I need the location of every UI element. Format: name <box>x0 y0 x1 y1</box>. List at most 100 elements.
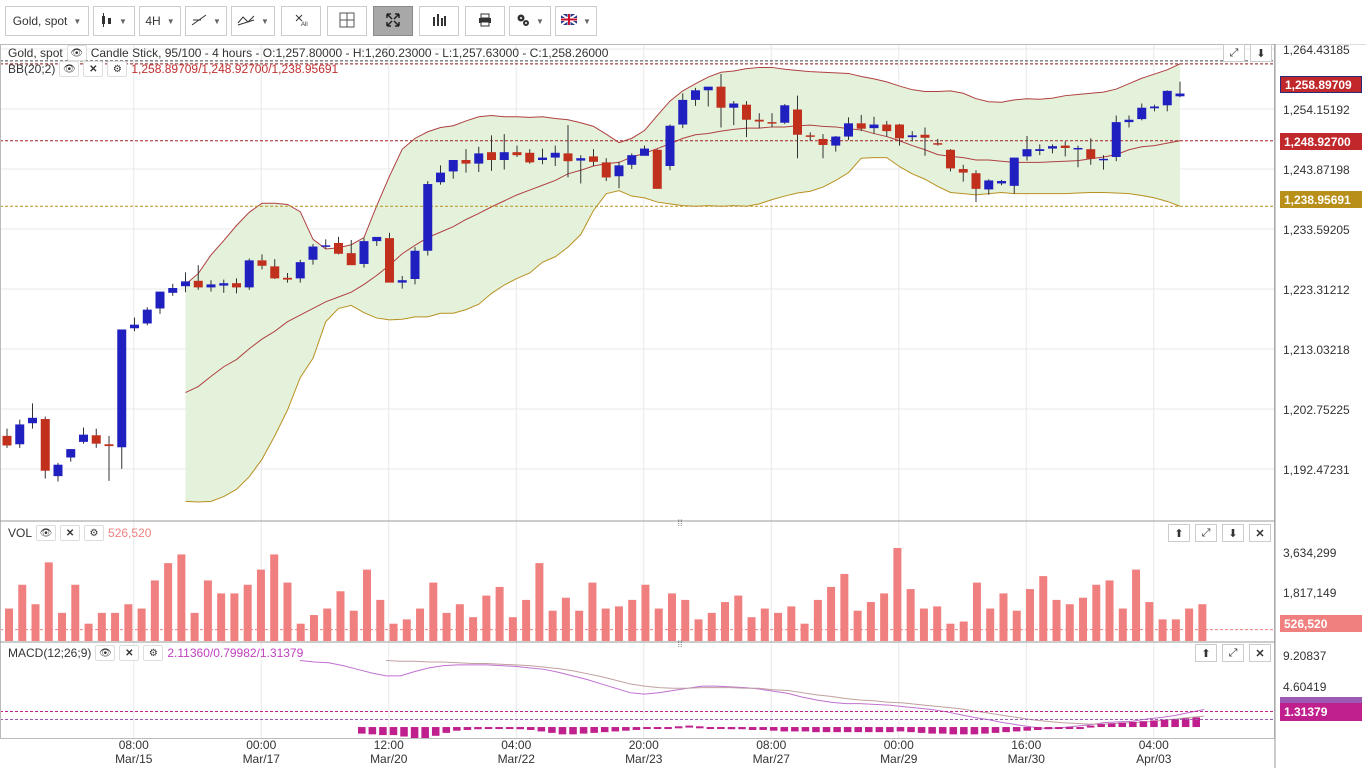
candle-body <box>397 280 407 283</box>
chevron-down-icon: ▼ <box>213 16 221 26</box>
close-icon[interactable]: ✕ <box>1249 524 1271 542</box>
fullscreen-button[interactable] <box>373 6 413 36</box>
move-down-icon[interactable]: ⬇ <box>1222 524 1244 542</box>
macd-histogram-bar <box>410 727 419 738</box>
candlestick-series <box>2 74 1185 482</box>
volume-bar <box>270 554 279 641</box>
candle-body <box>716 86 726 108</box>
volume-bar <box>111 612 120 641</box>
gear-icon[interactable]: ⚙ <box>143 645 164 661</box>
chevron-down-icon: ▼ <box>261 16 269 26</box>
close-icon[interactable]: ✕ <box>119 645 140 661</box>
eye-icon[interactable]: 👁 <box>59 61 80 77</box>
candle-body <box>270 266 280 279</box>
macd-histogram-bar <box>822 727 831 733</box>
macd-histogram-bar <box>706 727 715 730</box>
volume-bar <box>548 610 557 641</box>
candle-body <box>448 159 458 172</box>
clear-drawings-button[interactable]: All <box>281 6 321 36</box>
macd-histogram-bar <box>421 727 429 738</box>
bollinger-bands <box>0 60 1275 503</box>
candle-body <box>66 449 76 458</box>
indicators-button[interactable]: ▼ <box>231 6 275 36</box>
macd-histogram-bar <box>664 727 672 730</box>
candle-body <box>295 262 305 279</box>
expand-icon[interactable]: ⤢ <box>1195 524 1217 542</box>
volume-bar <box>164 563 173 641</box>
time-tick-date: Mar/17 <box>242 752 280 766</box>
candle-body <box>142 309 152 324</box>
volume-bar <box>959 621 968 641</box>
fullscreen-icon <box>386 12 400 30</box>
draw-tool-button[interactable]: ▼ <box>185 6 227 36</box>
volume-bar <box>893 547 902 641</box>
candle-body <box>601 162 611 178</box>
macd-histogram-bar <box>516 727 524 730</box>
candle-body <box>1111 122 1121 157</box>
candle-body <box>193 280 203 288</box>
macd-tick: 4.60419 <box>1283 680 1327 694</box>
close-icon[interactable]: ✕ <box>1249 644 1271 662</box>
candle-body <box>461 159 471 164</box>
macd-histogram-bar <box>696 726 704 729</box>
macd-histogram-bar <box>484 727 493 730</box>
candle-body <box>576 158 586 161</box>
candle-body <box>754 119 764 122</box>
bar-chart-button[interactable] <box>419 6 459 36</box>
candle-body <box>805 135 815 137</box>
candle-body <box>933 143 943 145</box>
macd-histogram-bar <box>611 727 620 732</box>
eye-icon[interactable]: 👁 <box>66 45 87 61</box>
macd-histogram-bar <box>505 727 514 730</box>
gear-icon[interactable]: ⚙ <box>107 61 128 77</box>
candle-body <box>219 283 229 286</box>
time-tick-hour: 12:00 <box>373 738 404 752</box>
candle-body <box>79 434 88 442</box>
volume-bar <box>840 573 849 641</box>
candle-body <box>1035 149 1045 151</box>
time-tick: 04:00 Apr/03 <box>1124 738 1184 766</box>
print-button[interactable] <box>465 6 505 36</box>
candle-body <box>895 124 904 139</box>
macd-tick: 9.20837 <box>1283 649 1327 663</box>
macd-histogram-bar <box>474 727 482 730</box>
volume-series <box>0 547 1275 641</box>
macd-histogram-bar <box>875 727 884 733</box>
candle-body <box>1009 157 1019 186</box>
eye-icon[interactable]: 👁 <box>95 645 116 661</box>
macd-histogram-bar <box>759 727 767 730</box>
volume-bar <box>774 612 783 641</box>
volume-bar <box>787 606 796 641</box>
candle-body <box>627 155 637 165</box>
macd-header: MACD(12;26;9) 👁 ✕ ⚙ 2.11360/0.79982/1.31… <box>8 645 303 661</box>
candle-body <box>206 284 216 288</box>
bb-header: BB(20;2) 👁 ✕ ⚙ 1,258.89709/1,248.92700/1… <box>8 61 338 77</box>
expand-icon[interactable]: ⤢ <box>1222 644 1244 662</box>
vol-tag: 526,520 <box>1280 615 1362 632</box>
instrument-select[interactable]: Gold, spot ▼ <box>5 6 89 36</box>
timeframe-select[interactable]: 4H ▼ <box>139 6 181 36</box>
candle-body <box>1022 149 1032 157</box>
close-icon[interactable]: ✕ <box>83 61 104 77</box>
vol-label: VOL <box>8 526 33 540</box>
candle-body <box>410 250 420 279</box>
move-up-icon[interactable]: ⬆ <box>1168 524 1190 542</box>
crosshair-button[interactable] <box>327 6 367 36</box>
candle-body <box>538 157 547 160</box>
chart-type-button[interactable]: ▼ <box>93 6 135 36</box>
candle-body <box>308 246 318 260</box>
candle-body <box>869 124 879 129</box>
eye-icon[interactable]: 👁 <box>36 525 57 541</box>
move-down-icon[interactable]: ⬇ <box>1250 44 1272 62</box>
language-button[interactable]: ▼ <box>555 6 597 36</box>
expand-icon[interactable]: ⤢ <box>1223 44 1245 62</box>
candle-body <box>436 172 445 183</box>
settings-button[interactable]: ▼ <box>509 6 551 36</box>
gear-icon[interactable]: ⚙ <box>84 525 105 541</box>
time-tick: 20:00 Mar/23 <box>614 738 674 766</box>
volume-bar <box>429 582 438 641</box>
move-up-icon[interactable]: ⬆ <box>1195 644 1217 662</box>
close-icon[interactable]: ✕ <box>60 525 81 541</box>
plot-border <box>0 44 1275 739</box>
volume-bar <box>283 582 292 641</box>
